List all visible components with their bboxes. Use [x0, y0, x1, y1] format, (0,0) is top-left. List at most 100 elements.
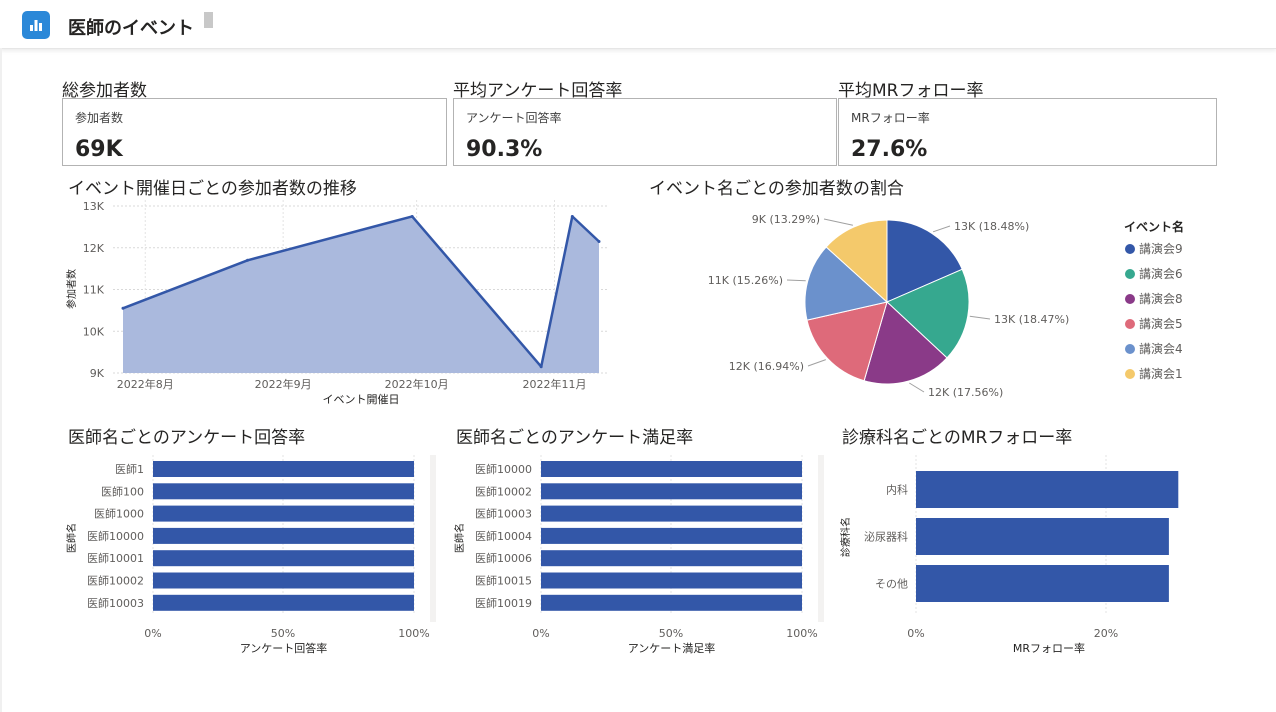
trend-point[interactable] — [570, 214, 574, 218]
bar2-category-label: 医師10004 — [475, 530, 532, 543]
pie-legend-item[interactable]: 講演会1 — [1139, 366, 1183, 381]
bar2-xlabel: アンケート満足率 — [628, 641, 716, 655]
pie-slice[interactable] — [804, 246, 889, 321]
pie-slice[interactable] — [806, 301, 888, 382]
bar2-category-label: 医師10015 — [475, 575, 532, 588]
bar2-ylabel: 医師名 — [453, 523, 466, 553]
bar2-xtick: 50% — [659, 627, 683, 640]
bar2-bar[interactable] — [541, 594, 802, 611]
kpi-label: アンケート回答率 — [466, 111, 562, 125]
trend-xtick: 2022年10月 — [385, 377, 449, 391]
bar1-bar[interactable] — [153, 594, 414, 611]
bar1-bar[interactable] — [153, 572, 414, 589]
bar1-ylabel: 医師名 — [65, 523, 78, 553]
trend-xtick: 2022年8月 — [117, 377, 174, 391]
pie-leader-line — [786, 279, 806, 282]
bar2-bar[interactable] — [541, 505, 802, 522]
pie-legend-item[interactable]: 講演会8 — [1139, 291, 1183, 306]
kpi-label: 参加者数 — [75, 111, 124, 125]
bar2-bar[interactable] — [541, 461, 802, 477]
pie-slice[interactable] — [863, 301, 948, 385]
bar2-bar[interactable] — [541, 572, 802, 589]
kpi-card-survey[interactable]: アンケート回答率 90.3% — [453, 98, 837, 166]
bar2-bar[interactable] — [541, 483, 802, 500]
pie-legend-marker — [1125, 369, 1135, 379]
bar1-bar[interactable] — [153, 461, 414, 477]
bar2-chart-title: 医師名ごとのアンケート満足率 — [456, 428, 694, 448]
bar2-category-label: 医師10002 — [475, 485, 532, 498]
bar1-bar[interactable] — [153, 483, 414, 500]
pie-leader-line — [807, 359, 826, 367]
kpi-value: 27.6% — [851, 137, 928, 162]
bar3-bar[interactable] — [916, 565, 1169, 602]
trend-xtick: 2022年9月 — [255, 377, 312, 391]
bar1-xtick: 50% — [271, 627, 295, 640]
bar1-bar[interactable] — [153, 550, 414, 567]
pie-slice[interactable] — [886, 268, 970, 359]
kpi-card-total[interactable]: 参加者数 69K — [62, 98, 447, 166]
trend-point[interactable] — [121, 306, 125, 310]
kpi-card-mr[interactable]: MRフォロー率 27.6% — [838, 98, 1217, 166]
pie-legend-item[interactable]: 講演会5 — [1139, 316, 1183, 331]
page-title: 医師のイベント — [68, 18, 194, 39]
pie-legend-item[interactable]: 講演会6 — [1139, 266, 1183, 281]
bar2-bar[interactable] — [541, 550, 802, 567]
trend-ytick: 12K — [83, 242, 105, 255]
bar1-category-label: 医師10000 — [87, 530, 144, 543]
kpi-value: 69K — [75, 137, 123, 162]
bar3-xlabel: MRフォロー率 — [1013, 641, 1085, 655]
pie-legend-item[interactable]: 講演会4 — [1139, 341, 1183, 356]
trend-ytick: 9K — [90, 367, 105, 380]
pie-leader-line — [909, 382, 925, 393]
trend-ytick: 11K — [83, 284, 105, 297]
trend-point[interactable] — [539, 365, 543, 369]
bar1-xtick: 100% — [398, 627, 429, 640]
bar3-bar[interactable] — [916, 471, 1179, 508]
bar1-category-label: 医師1000 — [94, 508, 144, 521]
pie-data-label: 12K (16.94%) — [729, 360, 804, 373]
bar1-bar[interactable] — [153, 505, 414, 522]
bar2-scrollbar[interactable] — [818, 455, 824, 622]
bar1-category-label: 医師1 — [115, 463, 144, 476]
app-header: 医師のイベント — [0, 0, 1276, 49]
pie-data-label: 9K (13.29%) — [752, 213, 820, 226]
bar1-bar[interactable] — [153, 527, 414, 544]
bar1-category-label: 医師100 — [101, 485, 144, 498]
trend-point[interactable] — [597, 239, 601, 243]
pie-slice[interactable] — [886, 219, 963, 303]
bar2-xtick: 100% — [786, 627, 817, 640]
bar1-xtick: 0% — [144, 627, 161, 640]
pie-legend-item[interactable]: 講演会9 — [1139, 241, 1183, 256]
trend-chart-title: イベント開催日ごとの参加者数の推移 — [68, 179, 357, 199]
bar1-scrollbar[interactable] — [430, 455, 436, 622]
pie-data-label: 13K (18.48%) — [954, 220, 1029, 233]
pie-legend-marker — [1125, 344, 1135, 354]
left-border — [0, 48, 2, 712]
pie-slice[interactable] — [825, 219, 888, 304]
trend-ytick: 13K — [83, 200, 105, 213]
pie-data-label: 12K (17.56%) — [928, 386, 1003, 399]
pie-chart-title: イベント名ごとの参加者数の割合 — [649, 179, 904, 199]
bar3-category-label: その他 — [875, 578, 908, 591]
bar3-category-label: 泌尿器科 — [864, 530, 908, 544]
pie-leader-line — [969, 315, 991, 320]
text-cursor — [204, 12, 213, 28]
bar1-category-label: 医師10001 — [87, 552, 144, 565]
bar2-bar[interactable] — [541, 527, 802, 544]
bar1-category-label: 医師10002 — [87, 575, 144, 588]
bar3-xtick: 0% — [907, 627, 924, 640]
report-app-icon[interactable] — [22, 11, 50, 39]
pie-data-label: 13K (18.47%) — [994, 313, 1069, 326]
pie-data-label: 11K (15.26%) — [708, 274, 783, 287]
bar2-category-label: 医師10006 — [475, 552, 532, 565]
pie-legend-marker — [1125, 244, 1135, 254]
trend-ylabel: 参加者数 — [65, 269, 78, 309]
kpi-title-mr: 平均MRフォロー率 — [838, 81, 984, 101]
bar1-chart-title: 医師名ごとのアンケート回答率 — [68, 428, 306, 448]
trend-point[interactable] — [246, 258, 250, 262]
bar3-bar[interactable] — [916, 518, 1169, 555]
kpi-title-survey: 平均アンケート回答率 — [453, 81, 623, 101]
trend-point[interactable] — [410, 214, 414, 218]
pie-leader-line — [823, 218, 854, 226]
